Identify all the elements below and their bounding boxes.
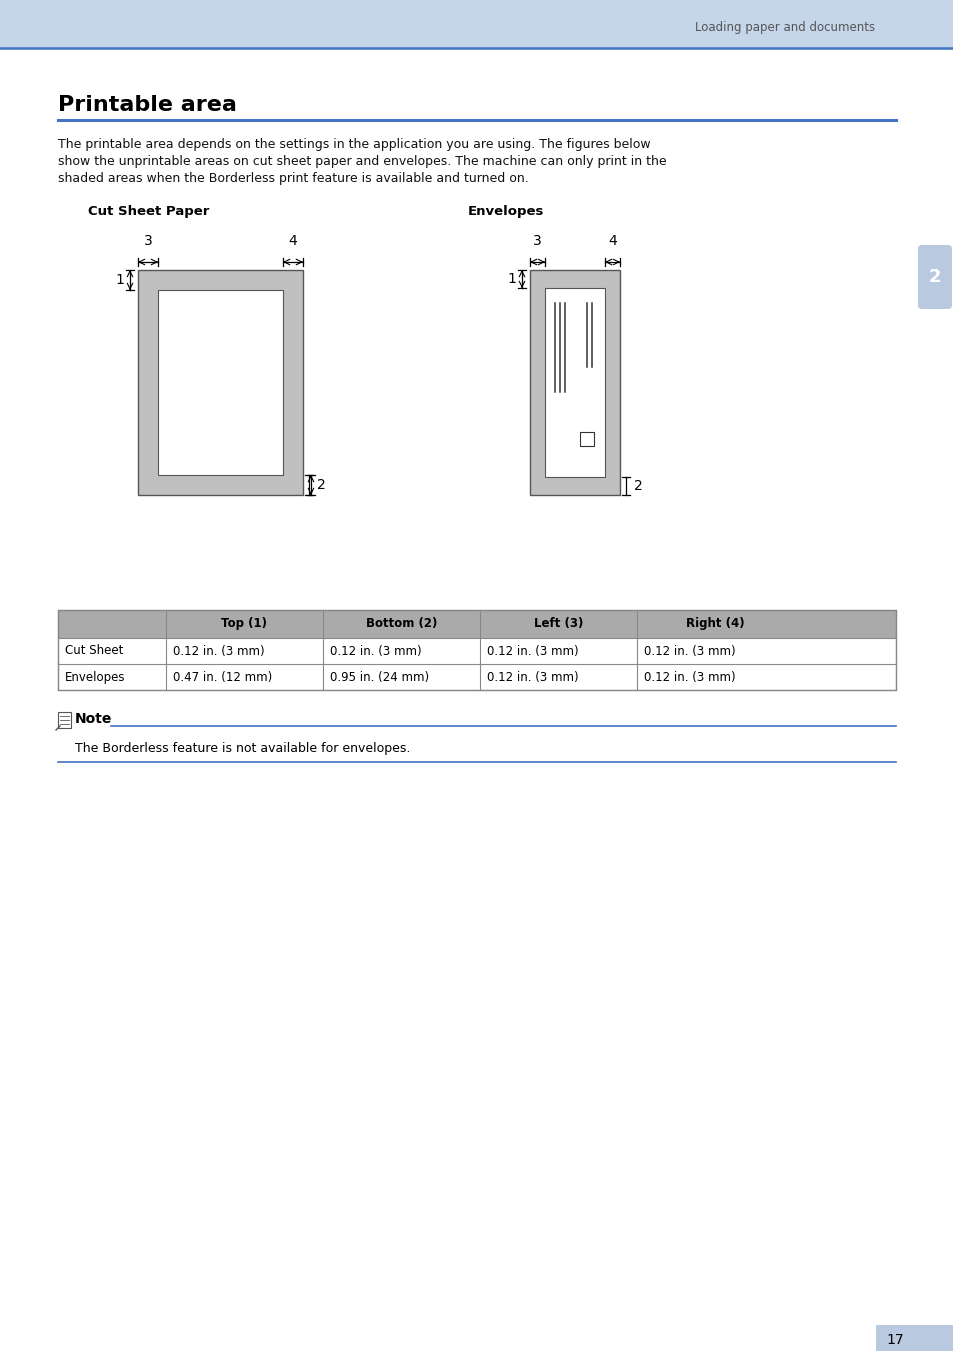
Text: 3: 3: [532, 234, 540, 249]
Text: The Borderless feature is not available for envelopes.: The Borderless feature is not available …: [75, 742, 410, 755]
Bar: [58, 638, 895, 663]
Text: 2: 2: [316, 478, 325, 492]
Bar: [58, 712, 71, 728]
Text: Cut Sheet Paper: Cut Sheet Paper: [88, 205, 209, 218]
Text: Cut Sheet: Cut Sheet: [65, 644, 123, 658]
Bar: [544, 288, 604, 477]
Text: Right (4): Right (4): [685, 617, 744, 631]
Text: 0.12 in. (3 mm): 0.12 in. (3 mm): [486, 644, 578, 658]
Text: 4: 4: [289, 234, 297, 249]
Bar: [58, 611, 895, 690]
Text: Top (1): Top (1): [221, 617, 267, 631]
Bar: [158, 290, 283, 476]
Text: 2: 2: [928, 267, 941, 286]
Bar: [58, 663, 895, 690]
Text: 0.47 in. (12 mm): 0.47 in. (12 mm): [172, 670, 272, 684]
FancyBboxPatch shape: [917, 245, 951, 309]
Bar: [58, 611, 895, 638]
Bar: [875, 1325, 953, 1351]
Text: 0.12 in. (3 mm): 0.12 in. (3 mm): [643, 644, 735, 658]
Text: Envelopes: Envelopes: [65, 670, 126, 684]
Text: Loading paper and documents: Loading paper and documents: [694, 22, 874, 35]
Text: 1: 1: [507, 272, 516, 286]
Text: Bottom (2): Bottom (2): [365, 617, 436, 631]
Text: shaded areas when the Borderless print feature is available and turned on.: shaded areas when the Borderless print f…: [58, 172, 528, 185]
Text: 0.12 in. (3 mm): 0.12 in. (3 mm): [643, 670, 735, 684]
Bar: [530, 270, 619, 494]
Text: The printable area depends on the settings in the application you are using. The: The printable area depends on the settin…: [58, 138, 650, 151]
Text: 0.12 in. (3 mm): 0.12 in. (3 mm): [172, 644, 264, 658]
Text: show the unprintable areas on cut sheet paper and envelopes. The machine can onl: show the unprintable areas on cut sheet …: [58, 155, 666, 168]
Text: 4: 4: [608, 234, 617, 249]
Text: Envelopes: Envelopes: [468, 205, 544, 218]
Text: 2: 2: [634, 480, 642, 493]
Text: 0.12 in. (3 mm): 0.12 in. (3 mm): [330, 644, 421, 658]
Text: 3: 3: [144, 234, 152, 249]
Text: Left (3): Left (3): [534, 617, 582, 631]
Text: 1: 1: [115, 273, 124, 286]
Bar: [0, 0, 953, 49]
Text: Note: Note: [75, 712, 112, 725]
Bar: [138, 270, 303, 494]
Text: 0.95 in. (24 mm): 0.95 in. (24 mm): [330, 670, 429, 684]
Text: 0.12 in. (3 mm): 0.12 in. (3 mm): [486, 670, 578, 684]
Bar: [579, 432, 594, 446]
Text: Printable area: Printable area: [58, 95, 236, 115]
Text: 17: 17: [885, 1333, 902, 1347]
